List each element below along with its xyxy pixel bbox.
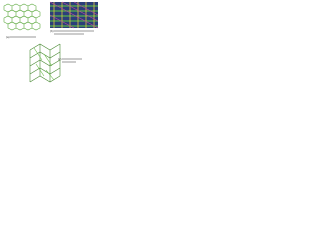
caption-line [54,33,84,35]
panel-label: (c) [58,57,62,61]
figure: (a) (b) (c) [3,1,99,83]
caption-line [62,61,76,63]
panel-b-structure [49,1,99,29]
caption-line [10,36,36,38]
caption-line [54,30,94,32]
panel-c-structure [29,43,61,83]
panel-label: (a) [6,35,10,39]
panel-a-structure [3,3,41,31]
panel-label: (b) [50,29,54,33]
caption-line [62,58,82,60]
